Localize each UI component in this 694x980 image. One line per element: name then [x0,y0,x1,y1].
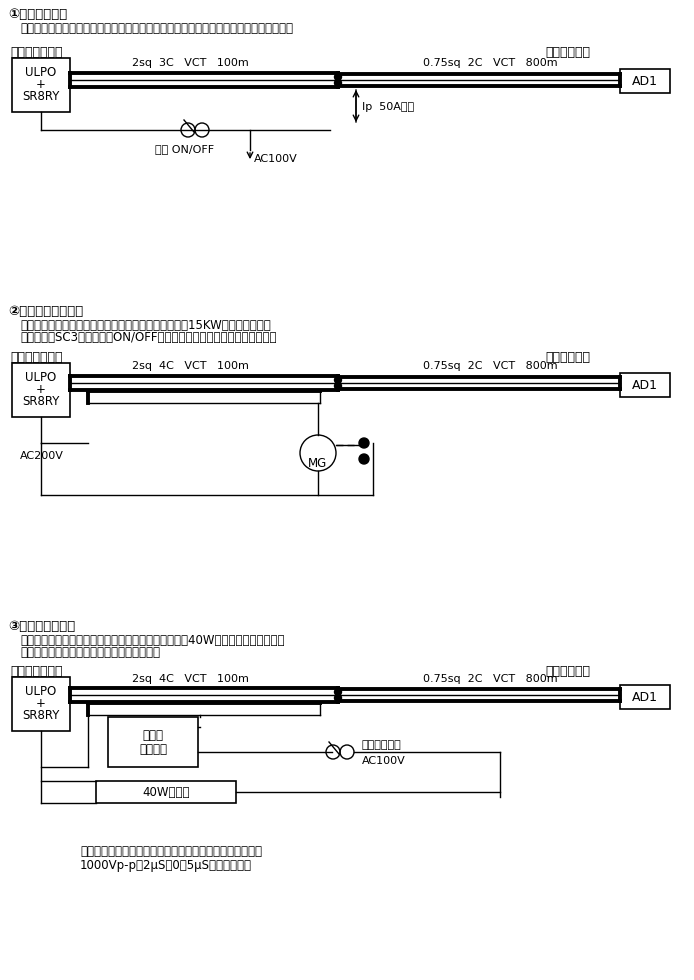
Text: メインユニット: メインユニット [10,665,62,678]
Text: SR8RY: SR8RY [22,90,60,103]
Text: 入力ユニット: 入力ユニット [545,46,590,59]
Text: +: + [36,383,46,396]
Bar [96,781,236,803]
Text: Ip  50A以上: Ip 50A以上 [362,102,414,112]
Text: 伝送の信号線と同一ケーブル内の１本の線に交流の大電流を断続して流して試験した。: 伝送の信号線と同一ケーブル内の１本の線に交流の大電流を断続して流して試験した。 [20,22,293,35]
Text: フリカー接点: フリカー接点 [362,740,402,750]
Text: 伝送の信号線と同一ケーブル内の１本の線を利用して40W用の蛍光灯を断続して: 伝送の信号線と同一ケーブル内の１本の線を利用して40W用の蛍光灯を断続して [20,634,285,647]
Bar [108,717,198,767]
Text: AC200V: AC200V [20,451,64,461]
Bar [12,677,70,731]
Text: AD1: AD1 [632,691,658,704]
Text: AC100V: AC100V [254,154,298,164]
Circle shape [300,435,336,471]
Text: 0.75sq  2C   VCT   800m: 0.75sq 2C VCT 800m [423,58,557,68]
Text: 2sq  4C   VCT   100m: 2sq 4C VCT 100m [132,674,248,684]
Text: MG: MG [308,457,328,470]
Text: 瞬時 ON/OFF: 瞬時 ON/OFF [155,144,214,154]
Bar [12,58,70,112]
Circle shape [335,376,341,383]
Text: メインユニット: メインユニット [10,351,62,364]
Text: AD1: AD1 [632,75,658,88]
Text: AC100V: AC100V [362,756,406,766]
Circle shape [335,74,341,80]
Text: 入力ユニット: 入力ユニット [545,665,590,678]
Text: 0.75sq  2C   VCT   800m: 0.75sq 2C VCT 800m [423,361,557,371]
Text: 2sq  3C   VCT   100m: 2sq 3C VCT 100m [132,58,248,68]
Circle shape [335,79,341,86]
Text: オシロ: オシロ [142,729,164,742]
Text: ULPO: ULPO [26,66,57,79]
Bar [620,685,670,709]
Text: ULPO: ULPO [26,685,57,698]
Text: +: + [36,78,46,91]
Text: 伝送の信号線と同一ケーブル内の２本の線を利用した15KW用のマグネット: 伝送の信号線と同一ケーブル内の２本の線を利用した15KW用のマグネット [20,319,271,332]
Bar [620,69,670,93]
Text: ①突入電流試験: ①突入電流試験 [8,8,67,21]
Text: して点灯させてオシロスコープで観察した。: して点灯させてオシロスコープで観察した。 [20,646,160,659]
Circle shape [335,695,341,702]
Text: 2sq  4C   VCT   100m: 2sq 4C VCT 100m [132,361,248,371]
Text: （富士電機SC3）を高速でON/OFFして逆起電力を発生させて試験した。: （富士電機SC3）を高速でON/OFFして逆起電力を発生させて試験した。 [20,331,276,344]
Text: AD1: AD1 [632,379,658,392]
Text: スコープ: スコープ [139,743,167,756]
Text: 40W蛍光灯: 40W蛍光灯 [142,786,189,799]
Bar [620,373,670,397]
Text: SR8RY: SR8RY [22,395,60,408]
Text: 入力ユニット: 入力ユニット [545,351,590,364]
Text: 同一ケーブル内の誘導電圧はオシロスコープで測定すると: 同一ケーブル内の誘導電圧はオシロスコープで測定すると [80,845,262,858]
Text: +: + [36,697,46,710]
Text: SR8RY: SR8RY [22,709,60,722]
Text: 0.75sq  2C   VCT   800m: 0.75sq 2C VCT 800m [423,674,557,684]
Text: メインユニット: メインユニット [10,46,62,59]
Circle shape [335,382,341,389]
Text: ③グロー放電試験: ③グロー放電試験 [8,620,75,633]
Text: ULPO: ULPO [26,371,57,384]
Circle shape [359,438,369,448]
Circle shape [359,454,369,464]
Text: ②コイルサージ試験: ②コイルサージ試験 [8,305,83,318]
Bar [12,363,70,417]
Text: 1000Vp-p（2μS～0．5μS）に達した。: 1000Vp-p（2μS～0．5μS）に達した。 [80,859,252,872]
Circle shape [335,689,341,696]
